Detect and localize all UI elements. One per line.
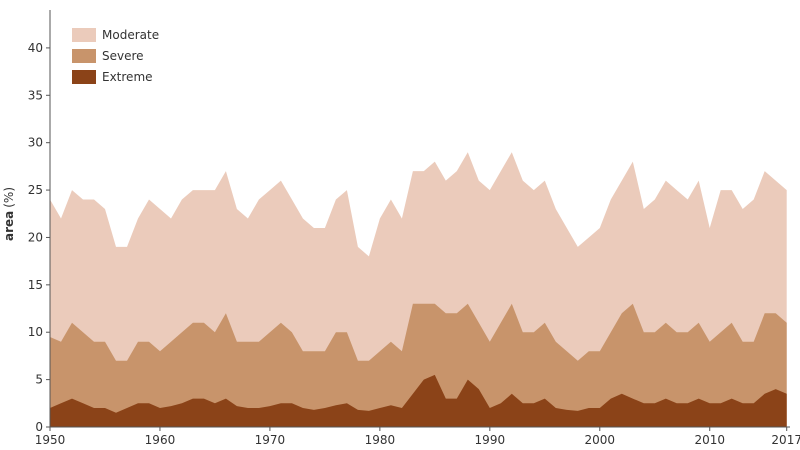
legend-swatch-extreme — [72, 70, 96, 84]
area-extreme — [50, 374, 787, 427]
y-tick-label: 25 — [28, 183, 43, 197]
x-tick-label: 1960 — [145, 433, 176, 447]
legend-label-moderate: Moderate — [102, 28, 159, 42]
x-tick-label: 1950 — [35, 433, 66, 447]
y-tick-label: 40 — [28, 41, 43, 55]
y-tick-label: 35 — [28, 88, 43, 102]
legend-swatch-severe — [72, 49, 96, 63]
legend-label-severe: Severe — [102, 49, 144, 63]
y-tick-label: 5 — [35, 373, 43, 387]
x-tick-label: 1970 — [255, 433, 286, 447]
legend-label-extreme: Extreme — [102, 70, 153, 84]
y-tick-label: 15 — [28, 278, 43, 292]
legend: Moderate Severe Extreme — [72, 28, 159, 84]
y-tick-label: 20 — [28, 230, 43, 244]
x-tick-label: 1990 — [475, 433, 506, 447]
legend-swatch-moderate — [72, 28, 96, 42]
y-tick-label: 0 — [35, 420, 43, 434]
y-tick-label: 30 — [28, 136, 43, 150]
area-series-group — [50, 152, 787, 427]
x-tick-label: 2000 — [585, 433, 616, 447]
axes: 0 5 10 15 20 25 30 35 40 1950 1960 1970 1980 1990 2000… — [28, 10, 800, 447]
y-tick-label: 10 — [28, 325, 43, 339]
x-tick-label: 1980 — [365, 433, 396, 447]
y-axis-title: area(%) — [2, 187, 16, 241]
area-severe — [50, 303, 787, 427]
x-tick-label: 2010 — [694, 433, 725, 447]
x-tick-label: 2017 — [771, 433, 800, 447]
